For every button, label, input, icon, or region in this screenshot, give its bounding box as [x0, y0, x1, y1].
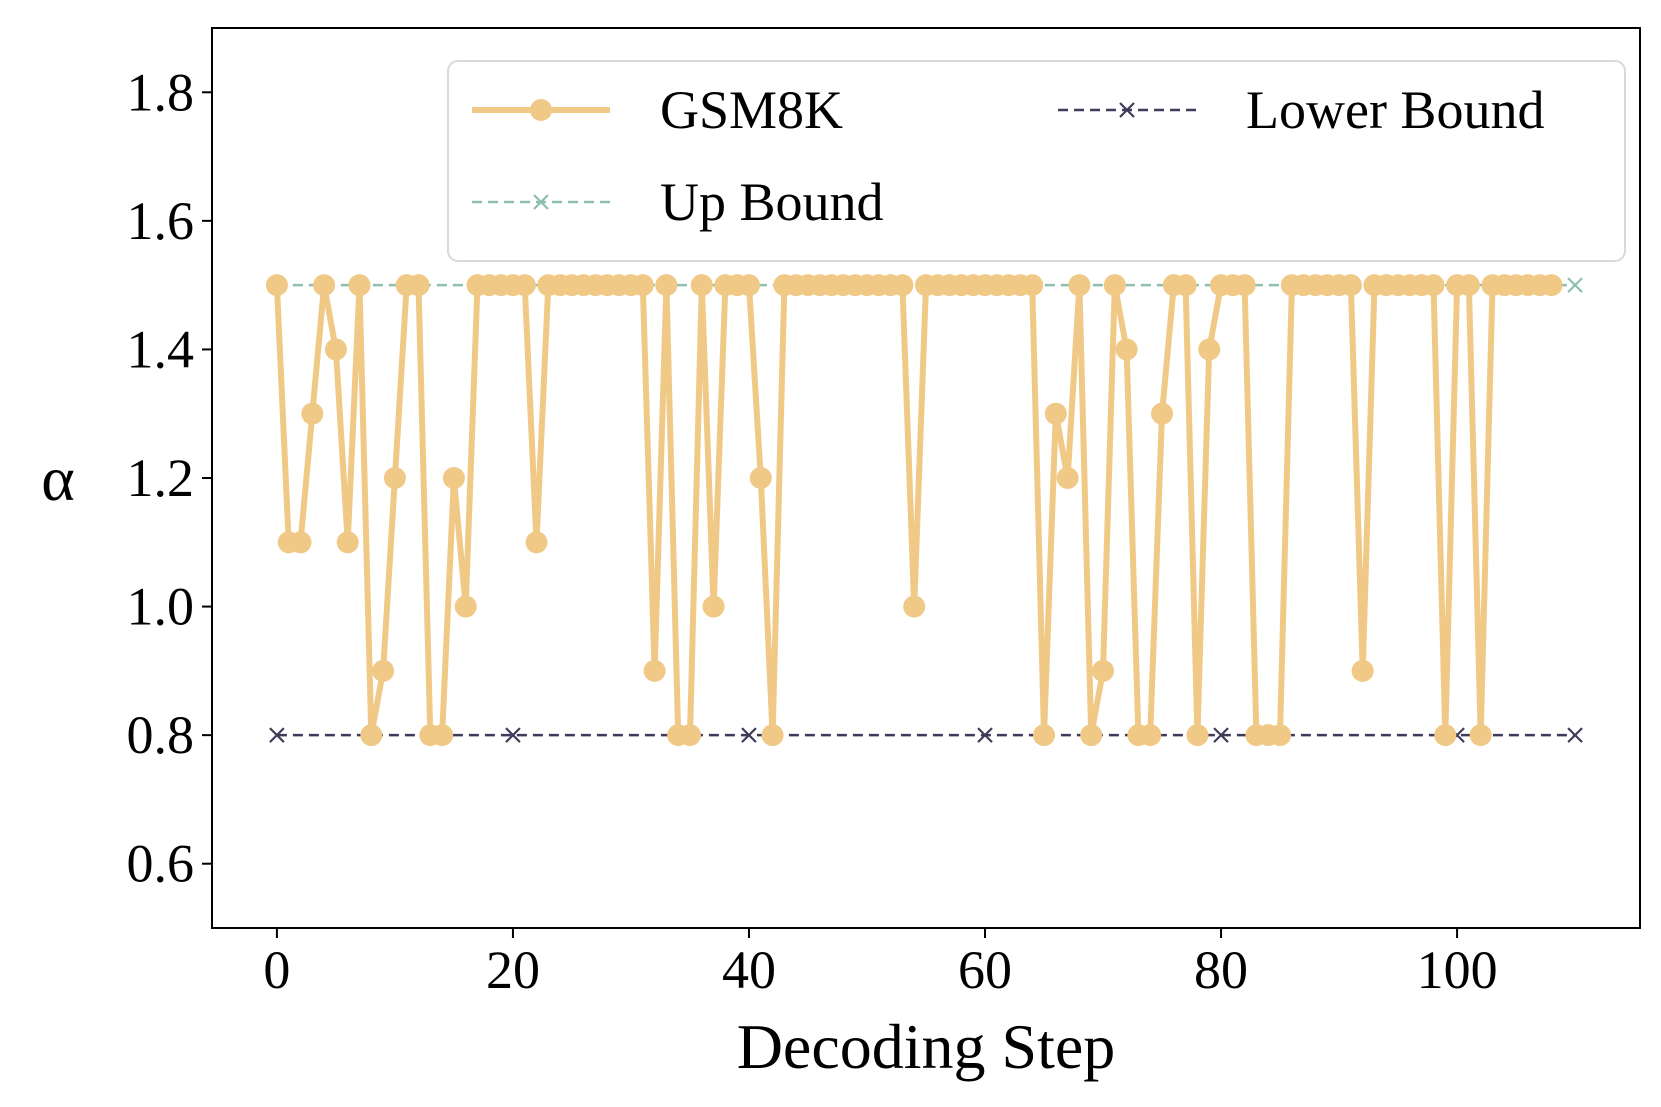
- legend-item: Up Bound: [472, 172, 884, 232]
- legend-item: GSM8K: [472, 80, 843, 140]
- data-point: [1469, 724, 1492, 747]
- y-axis-ticks: 0.6 0.8 1.0 1.2 1.4 1.6 1.8: [127, 62, 212, 894]
- data-point: [631, 274, 654, 297]
- data-point: [269, 727, 285, 743]
- data-point: [1115, 338, 1138, 361]
- legend-label: Lower Bound: [1246, 80, 1544, 140]
- data-point: [891, 274, 914, 297]
- data-point: [761, 724, 784, 747]
- data-point: [1233, 274, 1256, 297]
- series-layer: [265, 274, 1583, 747]
- data-point: [977, 727, 993, 743]
- x-axis-ticks: 0 20 40 60 80 100: [263, 928, 1498, 1000]
- y-tick-label: 0.8: [127, 705, 195, 765]
- legend-label: Up Bound: [660, 172, 884, 232]
- data-point: [1213, 727, 1229, 743]
- data-point: [903, 595, 926, 618]
- y-tick-label: 1.8: [127, 62, 195, 122]
- data-point: [324, 338, 347, 361]
- data-point: [1033, 724, 1056, 747]
- legend-label: GSM8K: [660, 80, 843, 140]
- data-point: [454, 595, 477, 618]
- series-gsm8k: [265, 274, 1563, 747]
- data-point: [289, 531, 312, 554]
- y-axis-title: α: [41, 443, 75, 514]
- data-point: [313, 274, 336, 297]
- y-tick-label: 1.4: [127, 319, 195, 379]
- x-tick-label: 20: [486, 940, 540, 1000]
- x-tick-label: 60: [958, 940, 1012, 1000]
- data-point: [383, 467, 406, 489]
- data-point: [1103, 274, 1126, 297]
- legend-marker: [533, 194, 549, 210]
- data-point: [1068, 274, 1091, 297]
- data-point: [513, 274, 536, 297]
- data-point: [1151, 402, 1174, 425]
- x-tick-label: 0: [263, 940, 290, 1000]
- data-point: [505, 727, 521, 743]
- y-tick-label: 0.6: [127, 834, 195, 894]
- data-point: [1174, 274, 1197, 297]
- data-point: [1021, 274, 1044, 297]
- y-tick-label: 1.0: [127, 577, 195, 637]
- data-point: [348, 274, 371, 297]
- data-point: [431, 724, 454, 747]
- data-point: [1567, 727, 1583, 743]
- y-tick-label: 1.6: [127, 191, 195, 251]
- data-point: [265, 274, 288, 297]
- data-point: [1457, 274, 1480, 297]
- data-point: [360, 724, 383, 747]
- data-point: [690, 274, 713, 297]
- data-point: [702, 595, 725, 618]
- data-point: [1540, 274, 1563, 297]
- data-point: [1339, 274, 1362, 297]
- legend: GSM8K Lower Bound Up Bound: [447, 60, 1626, 262]
- data-point: [1198, 338, 1221, 361]
- data-point: [737, 274, 760, 297]
- data-point: [1351, 659, 1374, 682]
- legend-box: [447, 60, 1626, 262]
- x-tick-label: 40: [722, 940, 776, 1000]
- data-point: [1186, 724, 1209, 747]
- data-point: [1434, 724, 1457, 747]
- y-tick-label: 1.2: [127, 448, 195, 508]
- legend-marker: [530, 99, 552, 121]
- data-point: [336, 531, 359, 554]
- data-point: [407, 274, 430, 297]
- data-point: [1056, 467, 1079, 489]
- data-point: [749, 467, 772, 489]
- data-point: [1044, 402, 1067, 425]
- x-axis-title: Decoding Step: [737, 1011, 1116, 1082]
- legend-marker: [1119, 102, 1135, 118]
- x-tick-label: 100: [1417, 940, 1498, 1000]
- legend-item: Lower Bound: [1058, 80, 1544, 140]
- data-point: [1139, 724, 1162, 747]
- data-point: [1080, 724, 1103, 747]
- x-tick-label: 80: [1194, 940, 1248, 1000]
- series-lower-bound: [269, 727, 1583, 743]
- data-point: [525, 531, 548, 554]
- data-point: [741, 727, 757, 743]
- data-point: [372, 659, 395, 682]
- data-point: [301, 402, 324, 425]
- data-point: [1422, 274, 1445, 297]
- data-point: [1567, 277, 1583, 293]
- data-point: [1269, 724, 1292, 747]
- data-point: [1092, 659, 1115, 682]
- data-point: [655, 274, 678, 297]
- data-point: [678, 724, 701, 747]
- data-point: [643, 659, 666, 682]
- data-point: [442, 467, 465, 489]
